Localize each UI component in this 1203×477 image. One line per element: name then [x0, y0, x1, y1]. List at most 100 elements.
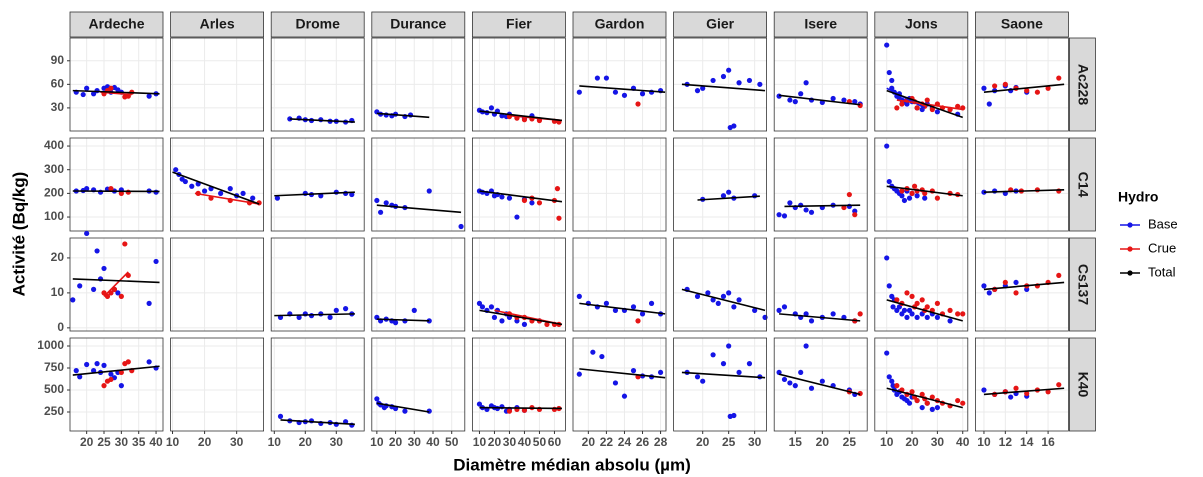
- point: [710, 352, 716, 358]
- fit-line: [289, 118, 355, 123]
- fit-line: [983, 83, 1065, 93]
- fit-line: [886, 89, 963, 119]
- fit-line: [479, 406, 562, 410]
- point: [488, 304, 495, 310]
- strip-label: Cs137: [1076, 264, 1092, 305]
- panel-border: [69, 237, 164, 332]
- x-tick-label: 30: [503, 435, 517, 449]
- fit-line: [72, 365, 160, 376]
- point: [781, 376, 788, 383]
- point: [426, 188, 432, 194]
- point: [736, 80, 742, 86]
- panel-border: [572, 137, 667, 232]
- point: [90, 368, 97, 374]
- panel-border: [673, 137, 767, 232]
- point: [803, 343, 809, 349]
- point: [630, 368, 637, 374]
- point: [612, 307, 619, 313]
- point: [731, 412, 737, 419]
- point: [250, 195, 256, 201]
- point: [594, 75, 600, 81]
- x-tick-label: 10: [370, 435, 384, 449]
- point: [715, 300, 721, 306]
- point: [798, 369, 804, 376]
- panel-border: [673, 237, 767, 332]
- point: [639, 91, 646, 97]
- panel: [874, 37, 969, 132]
- fit-line: [274, 313, 355, 317]
- point: [922, 190, 928, 196]
- point: [1045, 85, 1051, 91]
- y-tick-label: 60: [51, 77, 65, 91]
- point: [630, 304, 637, 310]
- panel-border: [572, 37, 667, 132]
- point: [914, 300, 920, 306]
- point: [803, 311, 809, 317]
- panel-border: [975, 37, 1069, 132]
- strip-bg: [270, 11, 365, 38]
- panel: [170, 337, 265, 432]
- point: [146, 93, 152, 99]
- fit-line: [172, 171, 260, 205]
- point: [544, 321, 550, 327]
- panel: [170, 137, 265, 232]
- y-tick-label: 500: [44, 382, 64, 396]
- x-tick-label: 40: [518, 435, 532, 449]
- y-tick-label: 400: [44, 138, 64, 152]
- point: [914, 397, 920, 404]
- point: [657, 369, 664, 376]
- point: [101, 382, 107, 389]
- panel: [673, 37, 767, 132]
- fit-line: [778, 373, 861, 396]
- point: [890, 304, 896, 310]
- x-tick-label: 14: [1020, 435, 1034, 449]
- point: [914, 314, 920, 320]
- point: [955, 103, 961, 109]
- strip-bg: [371, 11, 466, 38]
- panel: [69, 137, 164, 232]
- point: [757, 81, 763, 87]
- strip-label: Ardeche: [88, 16, 144, 32]
- panel-border: [371, 337, 466, 432]
- legend-title: Hydro: [1118, 189, 1158, 205]
- point: [705, 290, 711, 296]
- point: [901, 307, 908, 313]
- point: [1008, 394, 1014, 400]
- x-tick-label: 60: [548, 435, 562, 449]
- strip-label: Gier: [706, 16, 735, 32]
- point: [118, 293, 124, 299]
- panel: [471, 37, 566, 132]
- fit-line: [886, 299, 963, 322]
- panel-bg: [573, 338, 666, 431]
- point: [830, 311, 836, 317]
- point: [506, 195, 513, 201]
- panel-bg: [271, 138, 365, 231]
- point: [77, 374, 83, 380]
- y-tick-label: 100: [44, 209, 64, 223]
- point: [798, 91, 804, 97]
- x-tick-label: 20: [299, 435, 313, 449]
- panel-border: [673, 337, 767, 432]
- x-tick-label: 35: [132, 435, 146, 449]
- point: [819, 378, 825, 384]
- point: [458, 223, 464, 230]
- point: [476, 300, 483, 306]
- strip-bg: [69, 11, 164, 38]
- x-tick-label: 22: [600, 435, 614, 449]
- panel: [773, 137, 868, 232]
- point: [551, 406, 558, 412]
- point: [808, 385, 815, 391]
- x-tick-label: 16: [1041, 435, 1055, 449]
- point: [612, 380, 619, 386]
- panel-bg: [371, 338, 465, 431]
- x-tick-label: 30: [330, 435, 344, 449]
- panel-border: [270, 237, 365, 332]
- point: [899, 193, 905, 199]
- panel-border: [471, 137, 566, 232]
- fit-line: [376, 204, 462, 214]
- panel-border: [773, 137, 868, 232]
- x-tick-label: 20: [905, 435, 919, 449]
- point: [904, 314, 910, 320]
- point: [84, 85, 90, 91]
- panel: [975, 137, 1069, 232]
